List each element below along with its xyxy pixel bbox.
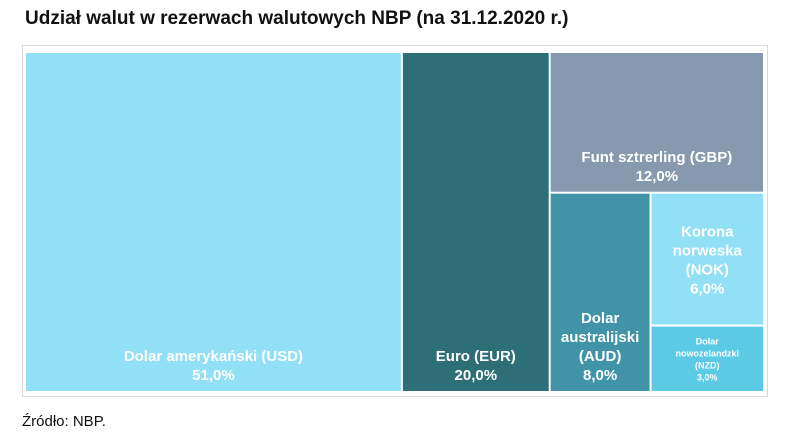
chart-title: Udział walut w rezerwach walutowych NBP … <box>25 8 569 29</box>
tile-value-dolar-australijski-aud: 8,0% <box>583 367 617 384</box>
tile-label-line: Korona <box>681 223 734 240</box>
tile-label-funt-sztrerling-gbp: Funt sztrerling (GBP) 12,0% <box>581 149 732 185</box>
tile-label-line: (AUD) <box>579 348 622 365</box>
tile-dolar-amerykanski-usd <box>26 53 401 391</box>
tile-euro-eur <box>402 53 549 391</box>
tile-label-line: Dolar <box>581 310 620 327</box>
tile-value-funt-sztrerling-gbp: 12,0% <box>636 168 679 185</box>
tile-label-line: norweska <box>673 242 743 259</box>
chart-frame <box>22 45 768 397</box>
tile-value-euro-eur: 20,0% <box>455 367 498 384</box>
tile-label-line: Dolar amerykański (USD) <box>124 348 303 365</box>
tile-label-korona-norweska-nok: Korona norweska (NOK) 6,0% <box>673 223 743 297</box>
tile-value-dolar-nowozelandzki-nzd: 3,0% <box>697 372 718 382</box>
tile-label-line: nowozelandzki <box>676 348 740 358</box>
tile-value-korona-norweska-nok: 6,0% <box>690 280 724 297</box>
tile-label-line: (NZD) <box>695 360 720 370</box>
tile-label-dolar-nowozelandzki-nzd: Dolar nowozelandzki (NZD) 3,0% <box>676 336 740 382</box>
tile-label-line: Euro (EUR) <box>436 348 516 365</box>
source-note: Źródło: NBP. <box>22 413 106 430</box>
tile-label-dolar-amerykanski-usd: Dolar amerykański (USD) 51,0% <box>124 348 303 384</box>
tile-label-euro-eur: Euro (EUR) 20,0% <box>436 348 516 384</box>
tile-label-line: Funt sztrerling (GBP) <box>581 149 732 166</box>
tile-label-dolar-australijski-aud: Dolar australijski (AUD) 8,0% <box>561 310 639 384</box>
tile-label-line: australijski <box>561 329 639 346</box>
tile-value-dolar-amerykanski-usd: 51,0% <box>192 367 235 384</box>
tile-label-line: (NOK) <box>686 261 729 278</box>
tile-dolar-australijski-aud <box>550 193 650 391</box>
tile-korona-norweska-nok <box>651 193 763 325</box>
tile-label-line: Dolar <box>696 336 720 346</box>
tile-dolar-nowozelandzki-nzd <box>651 326 763 391</box>
tile-funt-sztrerling-gbp <box>550 53 763 192</box>
